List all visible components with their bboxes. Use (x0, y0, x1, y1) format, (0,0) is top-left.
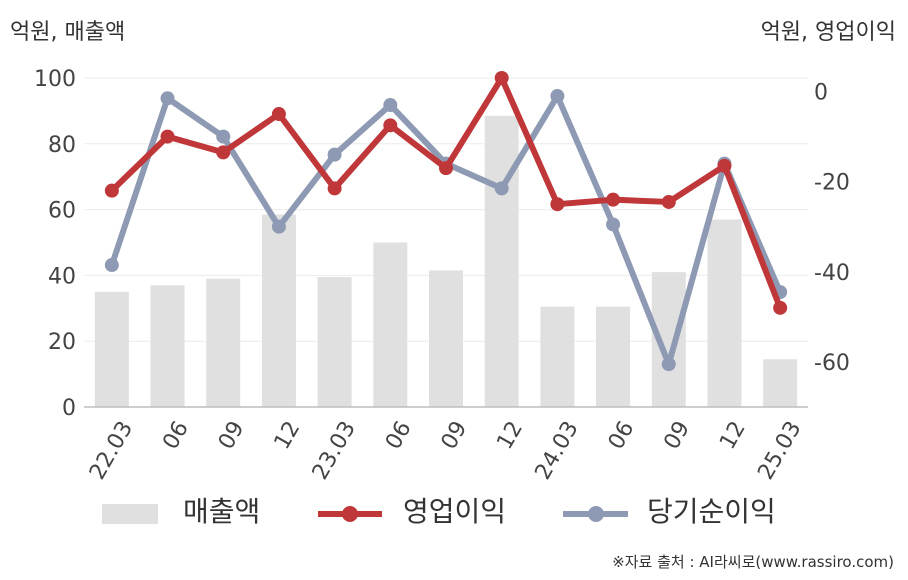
left-tick-label: 20 (48, 330, 76, 355)
bar-revenue (373, 242, 408, 407)
x-tick-label: 25.03 (753, 417, 806, 484)
legend-marker-net-income (588, 506, 604, 522)
legend-marker-operating-profit (342, 506, 358, 522)
legend-label-net-income: 당기순이익 (647, 495, 776, 528)
bar-revenue (150, 285, 185, 407)
point-net-income (550, 89, 565, 104)
x-tick-label: 12 (715, 417, 751, 454)
x-tick-label: 09 (214, 417, 250, 454)
left-tick-label: 60 (48, 199, 76, 224)
point-net-income (661, 357, 676, 372)
right-tick-label: -20 (814, 171, 850, 196)
point-operating-profit (271, 107, 286, 122)
point-net-income (606, 217, 621, 232)
x-tick-label: 23.03 (308, 417, 361, 484)
point-operating-profit (773, 300, 788, 315)
point-operating-profit (606, 192, 621, 207)
point-operating-profit (104, 183, 119, 198)
right-tick-label: -60 (814, 351, 850, 376)
bar-revenue (429, 270, 463, 407)
point-net-income (160, 91, 175, 106)
point-operating-profit (160, 129, 175, 144)
left-tick-label: 40 (48, 264, 76, 289)
left-tick-label: 0 (62, 396, 76, 421)
point-net-income (104, 258, 119, 273)
right-axis-unit: 억원, 영업이익 (760, 20, 896, 45)
point-net-income (494, 181, 509, 196)
bar-revenue (763, 359, 798, 407)
point-operating-profit (383, 118, 398, 133)
point-operating-profit (216, 145, 231, 160)
right-tick-label: -40 (814, 261, 850, 286)
x-tick-label: 22.03 (85, 417, 138, 484)
x-tick-label: 09 (659, 417, 695, 454)
point-net-income (271, 219, 286, 234)
bar-revenue (94, 291, 129, 407)
x-tick-label: 24.03 (531, 417, 584, 484)
point-operating-profit (327, 181, 342, 196)
x-tick-label: 09 (437, 417, 473, 454)
legend-label-operating-profit: 영업이익 (403, 495, 507, 528)
source-note: ※자료 출처 : AI라씨로(www.rassiro.com) (612, 553, 894, 571)
bar-revenue (484, 115, 519, 408)
x-tick-label: 12 (270, 417, 306, 454)
bar-revenue (540, 306, 575, 407)
bar-revenue (317, 277, 352, 407)
point-operating-profit (494, 71, 509, 85)
x-tick-label: 12 (492, 417, 528, 454)
point-net-income (327, 147, 342, 162)
point-operating-profit (717, 158, 732, 173)
point-operating-profit (661, 194, 676, 209)
point-net-income (216, 129, 231, 144)
point-operating-profit (439, 161, 453, 176)
right-tick-label: 0 (814, 81, 828, 106)
bar-revenue (261, 214, 296, 407)
point-operating-profit (550, 197, 565, 212)
point-net-income (383, 98, 398, 113)
legend-swatch-revenue (102, 504, 158, 524)
bar-revenue (596, 306, 631, 407)
left-tick-label: 80 (48, 133, 76, 158)
x-tick-label: 06 (381, 417, 417, 454)
x-tick-label: 06 (604, 417, 640, 454)
left-axis-unit: 억원, 매출액 (10, 20, 126, 45)
bar-revenue (707, 219, 742, 407)
x-tick-label: 06 (158, 417, 194, 454)
left-tick-label: 100 (34, 67, 76, 92)
bar-revenue (206, 278, 241, 407)
legend-label-revenue: 매출액 (183, 495, 261, 528)
